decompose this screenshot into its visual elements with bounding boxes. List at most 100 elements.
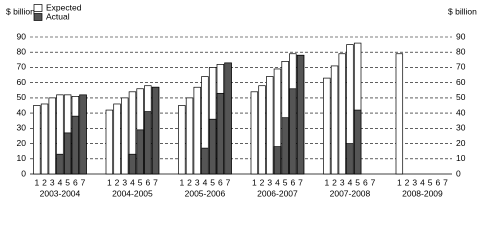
y-tick-label-right: 90 [456, 31, 466, 41]
bar [323, 77, 331, 175]
y-tick-label-right: 40 [456, 107, 466, 117]
x-tick-label: 3 [122, 177, 127, 187]
bar [395, 53, 404, 175]
x-tick-label: 3 [340, 177, 345, 187]
y-tick-label: 30 [17, 123, 27, 133]
y-tick-label-right: 10 [456, 153, 466, 163]
x-tick-label: 5 [65, 177, 70, 187]
bar [193, 86, 201, 175]
bar [330, 65, 339, 175]
y-tick-label-right: 60 [456, 77, 466, 87]
group-label: 2006-2007 [257, 188, 298, 198]
bar [178, 105, 186, 175]
x-tick-label: 1 [179, 177, 184, 187]
y-tick-label-right: 0 [456, 168, 461, 178]
bar [296, 54, 305, 175]
y-axis-label-right: $ billion [448, 6, 477, 16]
legend-label: Expected [46, 2, 82, 12]
x-tick-label: 4 [348, 177, 353, 187]
bar [33, 105, 41, 175]
y-tick-label: 40 [17, 107, 27, 117]
y-tick-label: 0 [21, 168, 26, 178]
group-label: 2004-2005 [112, 188, 153, 198]
y-tick-label: 80 [17, 46, 27, 56]
bar [185, 97, 194, 175]
x-tick-label: 6 [218, 177, 223, 187]
x-tick-label: 5 [138, 177, 143, 187]
bar [258, 85, 266, 175]
y-tick-label: 70 [17, 62, 27, 72]
y-tick-label-right: 30 [456, 123, 466, 133]
bar [224, 62, 232, 175]
bar [40, 103, 49, 175]
legend-label: Actual [46, 11, 70, 21]
x-tick-label: 1 [34, 177, 39, 187]
y-tick-label: 90 [17, 31, 27, 41]
x-tick-label: 7 [226, 177, 231, 187]
x-tick-label: 7 [81, 177, 86, 187]
x-tick-label: 5 [428, 177, 433, 187]
x-tick-label: 1 [397, 177, 402, 187]
bar [250, 91, 259, 175]
bar [346, 143, 354, 175]
x-tick-label: 4 [203, 177, 208, 187]
bar [71, 115, 80, 175]
y-tick-label: 20 [17, 138, 27, 148]
legend-swatch [33, 13, 43, 21]
chart: $ billion $ billion 0 0 10 10 20 20 30 30 40 40 50… [6, 2, 477, 198]
x-tick-label: 7 [371, 177, 376, 187]
x-tick-label: 2 [42, 177, 47, 187]
bar [201, 147, 209, 175]
group-label: 2007-2008 [330, 188, 371, 198]
y-tick-label-right: 80 [456, 46, 466, 56]
bar [128, 153, 137, 175]
bar [48, 97, 56, 175]
x-tick-label: 7 [153, 177, 158, 187]
x-tick-label: 2 [260, 177, 265, 187]
x-tick-label: 4 [130, 177, 135, 187]
group-label: 2005-2006 [185, 188, 226, 198]
bar [144, 111, 152, 175]
y-tick-label-right: 50 [456, 92, 466, 102]
bar [266, 76, 274, 175]
x-tick-label: 7 [298, 177, 303, 187]
bar [79, 94, 87, 175]
x-tick-label: 6 [73, 177, 78, 187]
x-tick-label: 2 [405, 177, 410, 187]
y-tick-label-right: 20 [456, 138, 466, 148]
bar [63, 132, 72, 175]
bar [208, 118, 217, 175]
x-tick-label: 7 [443, 177, 448, 187]
y-tick-label: 10 [17, 153, 27, 163]
x-tick-label: 3 [267, 177, 272, 187]
y-tick-label: 50 [17, 92, 27, 102]
x-tick-label: 3 [412, 177, 417, 187]
y-axis-label-left: $ billion [6, 6, 35, 16]
bar [289, 88, 297, 175]
y-tick-label-right: 70 [456, 62, 466, 72]
x-tick-label: 5 [283, 177, 288, 187]
bar [105, 109, 114, 175]
bar [56, 153, 64, 175]
bar [136, 129, 144, 175]
x-tick-label: 2 [187, 177, 192, 187]
bar [273, 146, 282, 175]
x-tick-label: 4 [58, 177, 63, 187]
bar [338, 53, 346, 175]
legend-swatch [33, 4, 43, 12]
x-tick-label: 2 [115, 177, 120, 187]
bar [121, 97, 129, 175]
bar [113, 103, 121, 175]
x-tick-label: 1 [324, 177, 329, 187]
group-label: 2003-2004 [40, 188, 81, 198]
y-tick-label: 60 [17, 77, 27, 87]
bar [216, 92, 225, 175]
x-tick-label: 3 [50, 177, 55, 187]
x-tick-label: 5 [355, 177, 360, 187]
x-tick-label: 6 [435, 177, 440, 187]
x-tick-label: 6 [290, 177, 295, 187]
x-tick-label: 5 [210, 177, 215, 187]
x-tick-label: 4 [275, 177, 280, 187]
x-tick-label: 2 [332, 177, 337, 187]
bar [353, 109, 362, 175]
